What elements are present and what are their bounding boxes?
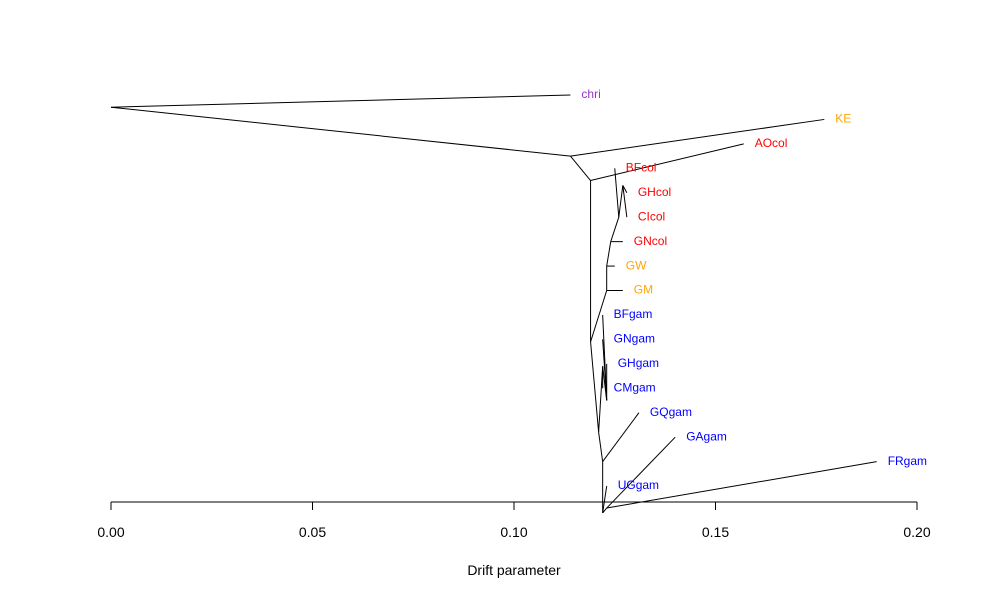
branch-n5-n6	[606, 241, 612, 267]
x-axis: 0.00 0.05 0.10 0.15 0.20	[97, 501, 931, 540]
branch-n8-CIcol	[622, 185, 628, 218]
branch-n12-FRgam	[606, 461, 877, 509]
tip-label-GNgam: GNgam	[614, 332, 655, 346]
tip-label-FRgam: FRgam	[888, 454, 927, 468]
tip-label-BFcol: BFcol	[626, 160, 657, 174]
tip-label-GHgam: GHgam	[618, 356, 659, 370]
tip-label-KE: KE	[835, 112, 851, 126]
branch-n10-GQgam	[602, 412, 640, 462]
x-tick-label-1: 0.05	[299, 524, 326, 540]
branch-n1-KE	[570, 118, 825, 157]
tip-labels: chri KE AOcol BFcol GHcol CIcol GNcol GW GM BFgam…	[581, 87, 927, 492]
branch-n11-n12	[602, 507, 608, 514]
branch-n6-n7	[610, 217, 620, 242]
branch-n2-AOcol	[590, 143, 744, 182]
branch-root-chri	[110, 94, 571, 108]
tip-label-AOcol: AOcol	[755, 136, 788, 150]
branch-n11-UGgam	[602, 485, 608, 513]
tip-label-GW: GW	[626, 258, 647, 272]
branch-n7-BFcol	[614, 168, 620, 218]
x-tick-label-2: 0.10	[500, 524, 527, 540]
tip-label-CMgam: CMgam	[614, 380, 656, 394]
tip-label-GQgam: GQgam	[650, 405, 692, 419]
branch-n12-GAgam	[606, 436, 676, 509]
branch-n1-n2	[570, 155, 591, 181]
tip-label-chri: chri	[581, 87, 600, 101]
x-tick-label-4: 0.20	[903, 524, 930, 540]
tip-label-GAgam: GAgam	[686, 429, 727, 443]
tip-label-UGgam: UGgam	[618, 478, 659, 492]
branch-n3-n4	[590, 290, 608, 342]
branch-root-n1	[110, 106, 571, 157]
x-axis-title: Drift parameter	[467, 562, 561, 578]
tip-label-GM: GM	[634, 283, 653, 297]
tree-branches	[110, 94, 877, 514]
branch-n14-GNgam	[602, 339, 608, 401]
x-axis-ticks: 0.00 0.05 0.10 0.15 0.20	[97, 502, 931, 540]
branch-n8-GHcol	[622, 185, 628, 194]
tip-label-CIcol: CIcol	[638, 209, 665, 223]
x-tick-label-0: 0.00	[97, 524, 124, 540]
branch-n9-n13	[598, 366, 604, 433]
branch-n7-n8	[618, 185, 624, 218]
tip-label-BFgam: BFgam	[614, 307, 653, 321]
branch-n9-n10	[598, 432, 604, 462]
branch-n3-n9	[590, 341, 600, 433]
tip-label-GNcol: GNcol	[634, 234, 667, 248]
tip-label-GHcol: GHcol	[638, 185, 671, 199]
x-tick-label-3: 0.15	[702, 524, 729, 540]
